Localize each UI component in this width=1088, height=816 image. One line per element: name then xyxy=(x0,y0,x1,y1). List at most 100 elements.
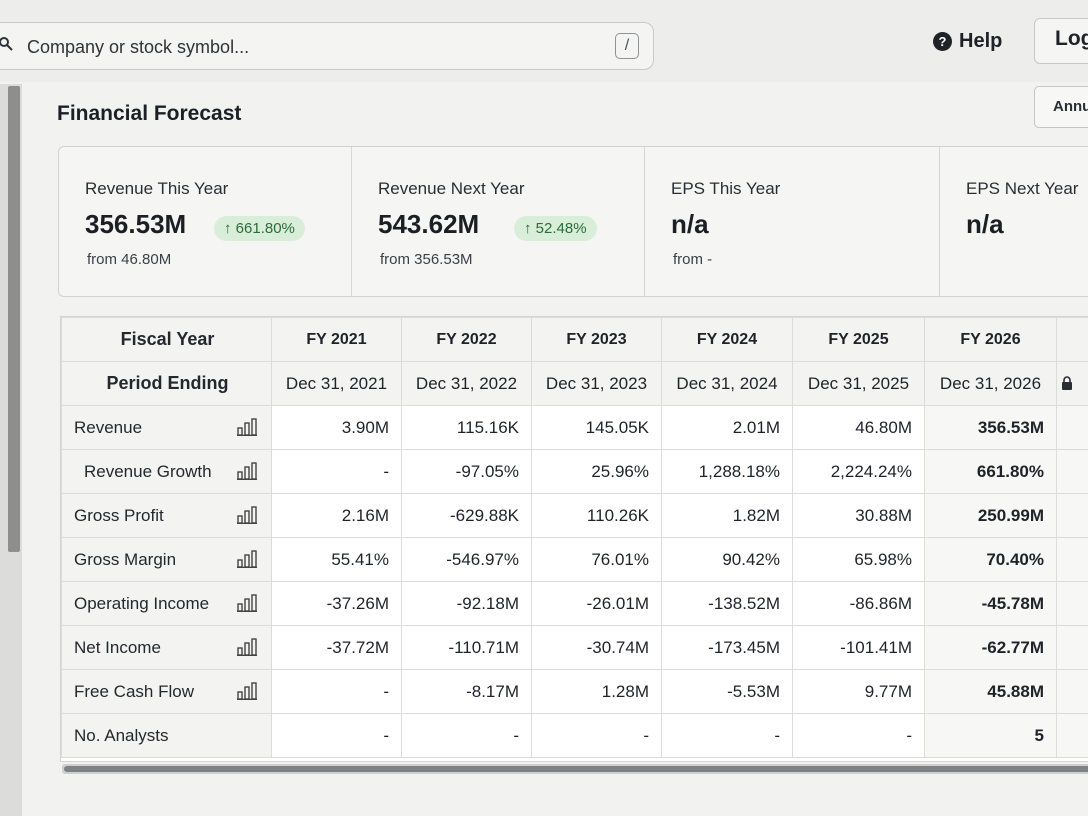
table-cell: 110.26K xyxy=(531,493,662,538)
table-cell: -37.72M xyxy=(271,625,402,670)
table-row: Revenue 3.90M 115.16K 145.05K 2.01M 46.80M 356… xyxy=(61,405,1088,450)
bar-chart-icon[interactable] xyxy=(237,550,257,568)
locked-cell xyxy=(1056,405,1088,450)
table-cell: - xyxy=(792,713,925,758)
table-cell: -101.41M xyxy=(792,625,925,670)
table-cell: 30.88M xyxy=(792,493,925,538)
table-cell: - xyxy=(661,713,793,758)
fiscal-year-header: FY 2025 xyxy=(792,317,925,362)
period-ending-value: Dec 31, 2026 xyxy=(939,373,1042,393)
table-cell: -62.77M xyxy=(924,625,1057,670)
page-title: Financial Forecast xyxy=(57,102,242,125)
table-row: Net Income -37.72M -110.71M -30.74M -173.45M… xyxy=(61,625,1088,670)
period-ending-label: Period Ending xyxy=(61,361,272,406)
period-ending-header: Dec 31, 2021 xyxy=(271,361,402,406)
horizontal-scrollbar[interactable] xyxy=(62,764,1088,774)
table-cell: -37.26M xyxy=(271,581,402,626)
table-cell: -97.05% xyxy=(401,449,532,494)
table-cell: 2.01M xyxy=(661,405,793,450)
fiscal-year-header: FY 2023 xyxy=(531,317,662,362)
card-from: from - xyxy=(673,251,713,268)
table-cell: - xyxy=(401,713,532,758)
card-label: Revenue This Year xyxy=(85,179,229,198)
table-cell: 3.90M xyxy=(271,405,402,450)
fiscal-year-header: FY 2022 xyxy=(401,317,532,362)
period-ending-header: Dec 31, 2024 xyxy=(661,361,793,406)
row-label-text: Gross Margin xyxy=(74,549,177,569)
table-row: Gross Profit 2.16M -629.88K 110.26K 1.82M 30.… xyxy=(61,493,1088,538)
row-label: Gross Profit xyxy=(61,493,272,538)
card-value: n/a xyxy=(671,209,709,239)
table-cell: 1.28M xyxy=(531,669,662,714)
table-cell: -8.17M xyxy=(401,669,532,714)
row-label: No. Analysts xyxy=(61,713,272,758)
table-cell: 145.05K xyxy=(531,405,662,450)
growth-badge-value: 52.48% xyxy=(535,220,587,237)
top-bar: Company or stock symbol... / ? Help Log xyxy=(0,0,1088,82)
horizontal-scrollbar-thumb[interactable] xyxy=(64,766,1088,772)
table-header-spacer xyxy=(1056,317,1088,362)
row-label: Revenue Growth xyxy=(61,449,272,494)
search-icon xyxy=(0,37,13,51)
lock-icon xyxy=(1062,376,1072,390)
table-row: Gross Margin 55.41% -546.97% 76.01% 90.42% 65… xyxy=(61,537,1088,582)
bar-chart-icon[interactable] xyxy=(237,418,257,436)
locked-cell xyxy=(1056,493,1088,538)
search-placeholder: Company or stock symbol... xyxy=(27,37,250,57)
table-row: Revenue Growth - -97.05% 25.96% 1,288.18% 2,2… xyxy=(61,449,1088,494)
table-cell: -30.74M xyxy=(531,625,662,670)
forecast-table: Fiscal Year FY 2021 FY 2022 FY 2023 FY 2… xyxy=(60,316,1088,762)
period-toggle-button[interactable]: Annu xyxy=(1034,86,1088,128)
row-label-text: Gross Profit xyxy=(74,505,164,525)
table-cell: -86.86M xyxy=(792,581,925,626)
summary-cards: Revenue This Year 356.53M ↑ 661.80% from… xyxy=(58,146,1088,297)
table-cell: - xyxy=(271,713,402,758)
locked-cell xyxy=(1056,669,1088,714)
question-icon: ? xyxy=(933,31,952,51)
help-label: Help xyxy=(959,29,1003,52)
vertical-scrollbar-thumb[interactable] xyxy=(8,86,20,552)
bar-chart-icon[interactable] xyxy=(237,638,257,656)
locked-cell xyxy=(1056,625,1088,670)
row-label: Gross Margin xyxy=(61,537,272,582)
bar-chart-icon[interactable] xyxy=(237,682,257,700)
period-ending-header: Dec 31, 2026 xyxy=(924,361,1057,406)
card-revenue-next-year: Revenue Next Year 543.62M ↑ 52.48% from … xyxy=(351,147,645,296)
row-label-text: Revenue xyxy=(74,417,143,437)
table-cell: 661.80% xyxy=(924,449,1057,494)
table-cell: -629.88K xyxy=(401,493,532,538)
bar-chart-icon[interactable] xyxy=(237,506,257,524)
growth-badge-value: 661.80% xyxy=(235,220,295,237)
period-ending-header: Dec 31, 2023 xyxy=(531,361,662,406)
card-from: from 46.80M xyxy=(87,251,172,268)
table-cell: -45.78M xyxy=(924,581,1057,626)
card-label: EPS Next Year xyxy=(966,179,1079,198)
row-label: Free Cash Flow xyxy=(61,669,272,714)
period-ending-header: Dec 31, 2022 xyxy=(401,361,532,406)
search-shortcut-key: / xyxy=(615,33,639,59)
locked-cell xyxy=(1056,449,1088,494)
table-cell: 2.16M xyxy=(271,493,402,538)
table-row: Free Cash Flow - -8.17M 1.28M -5.53M 9.77M 45.… xyxy=(61,669,1088,714)
table-cell: 2,224.24% xyxy=(792,449,925,494)
locked-cell xyxy=(1056,537,1088,582)
card-label: EPS This Year xyxy=(671,179,781,198)
row-label: Net Income xyxy=(61,625,272,670)
table-cell: 76.01% xyxy=(531,537,662,582)
search-input[interactable]: Company or stock symbol... / xyxy=(0,22,654,70)
table-cell: -26.01M xyxy=(531,581,662,626)
table-cell: -5.53M xyxy=(661,669,793,714)
bar-chart-icon[interactable] xyxy=(237,594,257,612)
table-cell: 356.53M xyxy=(924,405,1057,450)
row-label-text: Revenue Growth xyxy=(84,461,212,481)
table-cell: -173.45M xyxy=(661,625,793,670)
fiscal-year-header: FY 2026 xyxy=(924,317,1057,362)
bar-chart-icon[interactable] xyxy=(237,462,257,480)
card-eps-next-year: EPS Next Year n/a xyxy=(939,147,1088,296)
help-link[interactable]: ? Help xyxy=(933,28,1002,54)
table-cell: 90.42% xyxy=(661,537,793,582)
row-label-text: Net Income xyxy=(74,637,161,657)
login-button[interactable]: Log xyxy=(1034,18,1088,64)
fiscal-year-row: Fiscal Year FY 2021 FY 2022 FY 2023 FY 2… xyxy=(61,317,1088,362)
row-label-text: Free Cash Flow xyxy=(74,681,194,701)
